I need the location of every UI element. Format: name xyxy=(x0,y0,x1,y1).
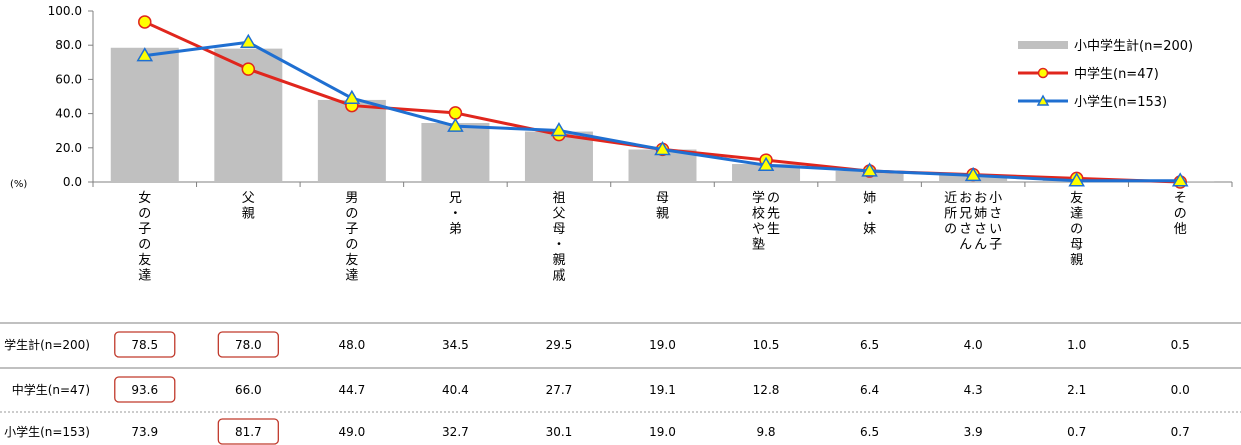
legend-marker xyxy=(1036,94,1050,106)
highlight-box xyxy=(114,376,176,403)
legend: 小中学生計(n=200) 中学生(n=47) 小学生(n=153) xyxy=(1018,38,1193,110)
legend-entry: 小学生(n=153) xyxy=(1074,94,1167,110)
point xyxy=(448,106,463,120)
point xyxy=(654,141,671,156)
y-tick-label: 60.0 xyxy=(55,72,82,86)
y-tick-label: 80.0 xyxy=(55,38,82,52)
category-label: 祖父母・親戚 xyxy=(552,191,565,284)
highlight-box xyxy=(114,331,176,358)
point xyxy=(550,122,568,137)
bars xyxy=(110,47,1215,183)
table-cell: 93.6 xyxy=(131,383,158,397)
table-cell: 19.0 xyxy=(649,338,676,352)
table-cell: 30.1 xyxy=(546,425,573,439)
point xyxy=(861,162,878,177)
category-label: 母親 xyxy=(656,191,669,222)
point xyxy=(343,89,361,104)
legend-entry: 小中学生計(n=200) xyxy=(1074,38,1193,54)
bar xyxy=(421,123,490,182)
category-label: 小さい子 xyxy=(989,191,1002,253)
category-label: 近所の xyxy=(944,191,957,237)
table-cell: 0.7 xyxy=(1171,425,1190,439)
data-table: 学生計(n=200) 78.5 78.0 48.0 34.5 29.5 19.0 10.5 6.… xyxy=(0,322,1241,445)
table-cell: 44.7 xyxy=(339,383,366,397)
point xyxy=(1171,172,1189,187)
table-cell: 49.0 xyxy=(339,425,366,439)
bar xyxy=(317,99,386,182)
bar xyxy=(110,47,179,182)
table-cell: 29.5 xyxy=(546,338,573,352)
category-labels: 女の子の友達父親男の子の友達兄・弟祖父母・親戚母親の先生学校や塾姉・妹小さい子お… xyxy=(138,190,1186,284)
legend-entry: 中学生(n=47) xyxy=(1074,66,1159,82)
category-label: 学校や塾 xyxy=(752,190,765,253)
table-cell: 73.9 xyxy=(131,425,158,439)
y-tick-label: 100.0 xyxy=(48,4,82,18)
category-label: その他 xyxy=(1174,191,1187,237)
table-cell: 0.5 xyxy=(1171,338,1190,352)
category-label: お姉さん xyxy=(974,191,987,253)
table-cell: 32.7 xyxy=(442,425,469,439)
table-row-label: 学生計(n=200) xyxy=(4,337,90,352)
table-cell: 6.5 xyxy=(860,338,879,352)
table-cell: 6.5 xyxy=(860,425,879,439)
category-label: 男の子の友達 xyxy=(345,191,358,284)
table-cell: 9.8 xyxy=(756,425,775,439)
table-cell: 78.5 xyxy=(131,338,158,352)
table-cell: 10.5 xyxy=(753,338,780,352)
table-cell: 19.1 xyxy=(649,383,676,397)
legend-marker xyxy=(1037,67,1049,79)
table-row-label: 小学生(n=153) xyxy=(4,424,90,439)
category-label: 女の子の友達 xyxy=(138,190,151,284)
table-cell: 4.0 xyxy=(964,338,983,352)
category-label: お兄さん xyxy=(959,191,972,253)
bar xyxy=(732,164,801,182)
point xyxy=(1068,172,1085,187)
legend-swatch xyxy=(1018,41,1068,49)
table-cell: 66.0 xyxy=(235,383,262,397)
unit-label: (%) xyxy=(10,179,27,190)
point xyxy=(138,15,152,29)
axes: 100.0 80.0 60.0 40.0 20.0 0.0 (%) xyxy=(10,4,1233,190)
table-cell: 6.4 xyxy=(860,383,879,397)
point xyxy=(757,156,775,171)
table-cell: 4.3 xyxy=(964,383,983,397)
y-tick-label: 40.0 xyxy=(55,107,82,121)
table-row-label: 中学生(n=47) xyxy=(12,382,90,397)
lines xyxy=(136,15,1189,189)
table-cell: 12.8 xyxy=(753,383,780,397)
table-cell: 19.0 xyxy=(649,425,676,439)
point xyxy=(964,166,982,182)
table-cell: 1.0 xyxy=(1067,338,1086,352)
y-tick-label: 0.0 xyxy=(63,175,82,189)
table-cell: 34.5 xyxy=(442,338,469,352)
point xyxy=(447,117,464,132)
highlight-box xyxy=(217,331,279,358)
category-label: 父親 xyxy=(242,191,255,222)
point xyxy=(136,47,154,62)
table-cell: 81.7 xyxy=(235,425,262,439)
table-cell: 3.9 xyxy=(964,425,983,439)
point xyxy=(240,33,257,49)
y-tick-label: 20.0 xyxy=(55,141,82,155)
category-label: 友達の母親 xyxy=(1070,190,1083,268)
category-label: 姉・妹 xyxy=(863,191,876,237)
category-label: 兄・弟 xyxy=(449,191,462,237)
table-cell: 0.7 xyxy=(1067,425,1086,439)
table-cell: 78.0 xyxy=(235,338,262,352)
table-cell: 40.4 xyxy=(442,383,469,397)
table-cell: 48.0 xyxy=(339,338,366,352)
table-cell: 2.1 xyxy=(1067,383,1086,397)
highlight-box xyxy=(217,418,279,445)
category-label: の先生 xyxy=(767,191,780,237)
table-cell: 0.0 xyxy=(1171,383,1190,397)
point xyxy=(241,62,256,76)
table-cell: 27.7 xyxy=(546,383,573,397)
